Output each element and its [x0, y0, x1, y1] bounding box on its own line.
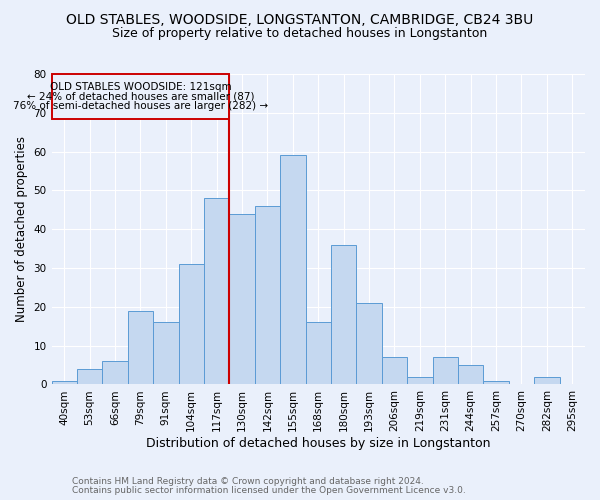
Text: 76% of semi-detached houses are larger (282) →: 76% of semi-detached houses are larger (…	[13, 101, 268, 111]
Bar	[52, 380, 77, 384]
Bar	[280, 156, 305, 384]
X-axis label: Distribution of detached houses by size in Longstanton: Distribution of detached houses by size …	[146, 437, 491, 450]
Bar	[128, 310, 153, 384]
FancyBboxPatch shape	[52, 74, 229, 118]
Bar	[458, 365, 484, 384]
Bar	[356, 303, 382, 384]
Bar	[255, 206, 280, 384]
Bar	[153, 322, 179, 384]
Text: OLD STABLES WOODSIDE: 121sqm: OLD STABLES WOODSIDE: 121sqm	[50, 82, 231, 92]
Bar	[484, 380, 509, 384]
Bar	[382, 358, 407, 384]
Bar	[407, 376, 433, 384]
Bar	[331, 245, 356, 384]
Bar	[204, 198, 229, 384]
Y-axis label: Number of detached properties: Number of detached properties	[15, 136, 28, 322]
Bar	[534, 376, 560, 384]
Bar	[77, 369, 103, 384]
Text: OLD STABLES, WOODSIDE, LONGSTANTON, CAMBRIDGE, CB24 3BU: OLD STABLES, WOODSIDE, LONGSTANTON, CAMB…	[67, 12, 533, 26]
Bar	[103, 361, 128, 384]
Bar	[305, 322, 331, 384]
Bar	[433, 358, 458, 384]
Text: Contains HM Land Registry data © Crown copyright and database right 2024.: Contains HM Land Registry data © Crown c…	[72, 477, 424, 486]
Text: ← 24% of detached houses are smaller (87): ← 24% of detached houses are smaller (87…	[27, 92, 254, 102]
Text: Contains public sector information licensed under the Open Government Licence v3: Contains public sector information licen…	[72, 486, 466, 495]
Bar	[179, 264, 204, 384]
Text: Size of property relative to detached houses in Longstanton: Size of property relative to detached ho…	[112, 28, 488, 40]
Bar	[229, 214, 255, 384]
